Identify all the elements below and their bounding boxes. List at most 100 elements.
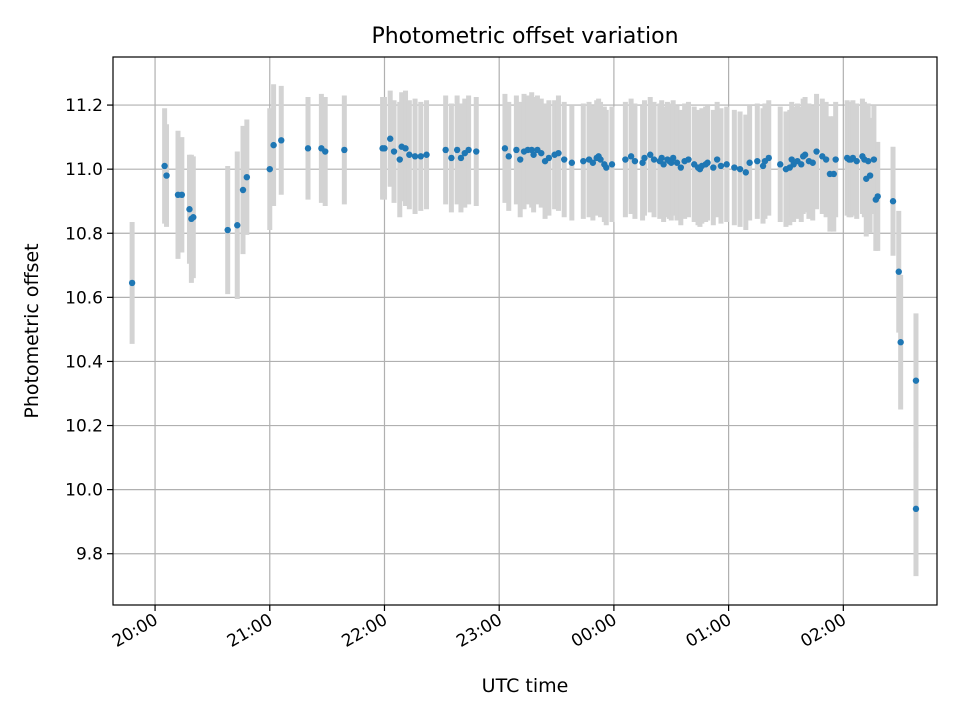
x-tick-label: 01:00	[683, 610, 735, 652]
x-axis-ticks: 20:00 21:00 22:00 23:00 00:00 01:00 02:00	[109, 605, 850, 652]
data-point	[473, 148, 480, 155]
data-point	[731, 164, 738, 171]
data-point	[736, 165, 744, 173]
data-point	[895, 268, 902, 275]
data-point	[423, 151, 430, 158]
data-point	[710, 164, 717, 171]
data-point	[239, 186, 247, 194]
data-point	[387, 135, 394, 142]
data-point	[813, 148, 820, 155]
data-point	[669, 154, 677, 162]
y-axis-ticks: 9.8 10.0 10.2 10.4 10.6 10.8 11.0 11.2	[65, 96, 113, 565]
data-point	[912, 505, 920, 513]
data-point	[396, 156, 403, 163]
data-point	[341, 146, 348, 154]
data-point	[777, 161, 784, 168]
data-point	[742, 169, 750, 176]
data-point	[278, 137, 285, 144]
data-point	[788, 156, 795, 163]
data-point	[304, 145, 312, 152]
data-point	[889, 198, 897, 205]
data-point	[673, 159, 681, 166]
data-point	[545, 154, 553, 162]
data-point	[801, 151, 809, 158]
data-point	[658, 154, 665, 162]
x-tick-label: 22:00	[339, 610, 391, 652]
data-point	[589, 159, 597, 166]
data-point	[765, 154, 772, 162]
data-point	[270, 141, 277, 149]
x-tick-label: 21:00	[224, 610, 276, 652]
data-point	[853, 157, 860, 165]
data-point	[530, 151, 537, 158]
data-point	[453, 146, 461, 154]
data-point	[528, 146, 535, 154]
y-tick-label: 11.0	[65, 160, 103, 180]
data-point	[186, 206, 193, 213]
data-point	[897, 339, 904, 346]
data-point	[505, 153, 512, 160]
data-point	[717, 162, 725, 170]
data-point	[650, 156, 658, 163]
data-point	[822, 156, 830, 163]
data-point	[723, 161, 730, 168]
data-point	[912, 377, 920, 384]
y-tick-label: 10.8	[65, 224, 103, 244]
data-point	[597, 156, 604, 163]
data-point	[402, 145, 409, 152]
data-point	[754, 157, 761, 165]
data-point	[603, 164, 610, 171]
x-tick-label: 00:00	[568, 610, 620, 652]
y-axis-label: Photometric offset	[21, 243, 43, 418]
data-point	[713, 156, 721, 163]
data-point	[568, 159, 576, 166]
x-tick-label: 20:00	[109, 610, 161, 652]
data-point	[746, 159, 753, 166]
data-point	[864, 157, 872, 165]
data-point	[798, 161, 805, 168]
x-tick-label: 23:00	[453, 610, 505, 652]
data-point	[627, 153, 635, 160]
chart-title: Photometric offset variation	[371, 24, 678, 49]
data-point	[417, 153, 425, 160]
data-point	[560, 156, 568, 163]
y-tick-label: 10.4	[65, 352, 103, 372]
data-point	[809, 159, 816, 166]
data-point	[128, 279, 136, 287]
data-point	[457, 154, 465, 162]
data-point	[622, 156, 629, 163]
data-point	[580, 157, 587, 165]
data-point	[190, 214, 197, 221]
x-tick-label: 02:00	[797, 610, 849, 652]
data-point	[224, 226, 231, 234]
x-axis-label: UTC time	[482, 675, 569, 697]
data-point	[685, 156, 692, 163]
data-point	[513, 146, 520, 154]
data-point	[163, 172, 170, 179]
data-point	[874, 193, 881, 200]
data-point	[406, 151, 413, 158]
data-point	[704, 159, 711, 166]
data-point	[830, 170, 837, 178]
data-point	[641, 154, 648, 162]
y-tick-label: 10.0	[65, 481, 103, 501]
y-tick-label: 9.8	[76, 545, 103, 565]
data-point	[608, 161, 616, 168]
data-point	[234, 222, 241, 229]
error-bars	[129, 84, 919, 577]
y-tick-label: 10.6	[65, 288, 103, 308]
data-point	[759, 162, 767, 170]
data-point	[448, 154, 455, 162]
data-point	[870, 156, 878, 163]
data-point	[866, 172, 874, 179]
data-point	[647, 151, 654, 158]
data-point	[390, 148, 398, 155]
data-point	[517, 156, 524, 163]
data-point	[178, 191, 186, 199]
data-point	[538, 149, 545, 157]
data-point	[639, 159, 646, 166]
data-point	[660, 161, 667, 168]
data-points	[128, 135, 920, 513]
data-point	[243, 173, 251, 181]
